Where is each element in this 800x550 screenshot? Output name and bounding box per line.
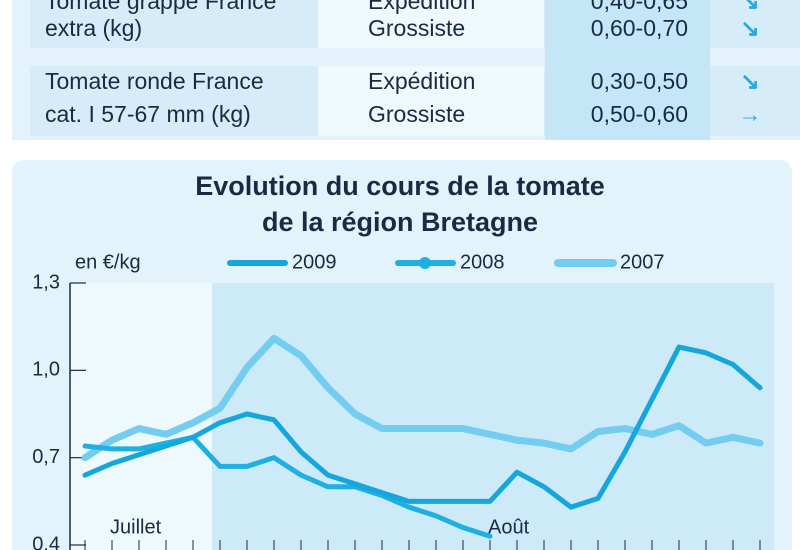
legend-label: 2009 <box>292 251 337 273</box>
price: 0,60-0,70 <box>591 15 688 41</box>
annotation: Août <box>488 516 530 538</box>
trend: ↘ <box>740 15 759 41</box>
product: cat. I 57-67 mm (kg) <box>45 101 251 127</box>
legend-label: 2007 <box>620 251 665 273</box>
legend-label: 2008 <box>460 251 505 273</box>
chart-title: de la région Bretagne <box>262 207 538 237</box>
annotation: Juillet <box>110 516 162 538</box>
series-line <box>81 334 764 462</box>
y-tick-label: 0,4 <box>32 533 60 550</box>
series-line <box>82 434 493 539</box>
plot-region <box>212 283 774 550</box>
y-tick-label: 1,0 <box>32 359 60 381</box>
series-line <box>82 344 763 510</box>
price: 0,40-0,65 <box>591 0 688 14</box>
price: 0,30-0,50 <box>591 68 688 94</box>
chart-title: Evolution du cours de la tomate <box>195 171 605 201</box>
price: 0,50-0,60 <box>591 101 688 127</box>
trend: ↘ <box>740 0 759 14</box>
trend: ↘ <box>740 68 759 94</box>
price-column-bg <box>545 0 710 140</box>
cell-bg <box>318 0 544 48</box>
market: Expédition <box>368 68 475 94</box>
july-region <box>70 283 212 550</box>
cell-bg <box>318 66 544 136</box>
legend-dot <box>419 257 431 269</box>
product: extra (kg) <box>45 15 142 41</box>
product: Tomate ronde France <box>45 68 264 94</box>
product: Tomate grappe France <box>45 0 276 14</box>
y-axis-label: en €/kg <box>75 251 141 273</box>
market: Grossiste <box>368 101 465 127</box>
market: Expédition <box>368 0 475 14</box>
y-tick-label: 1,3 <box>32 271 60 293</box>
trend: → <box>739 101 762 127</box>
y-tick-label: 0,7 <box>32 446 60 468</box>
market: Grossiste <box>368 15 465 41</box>
